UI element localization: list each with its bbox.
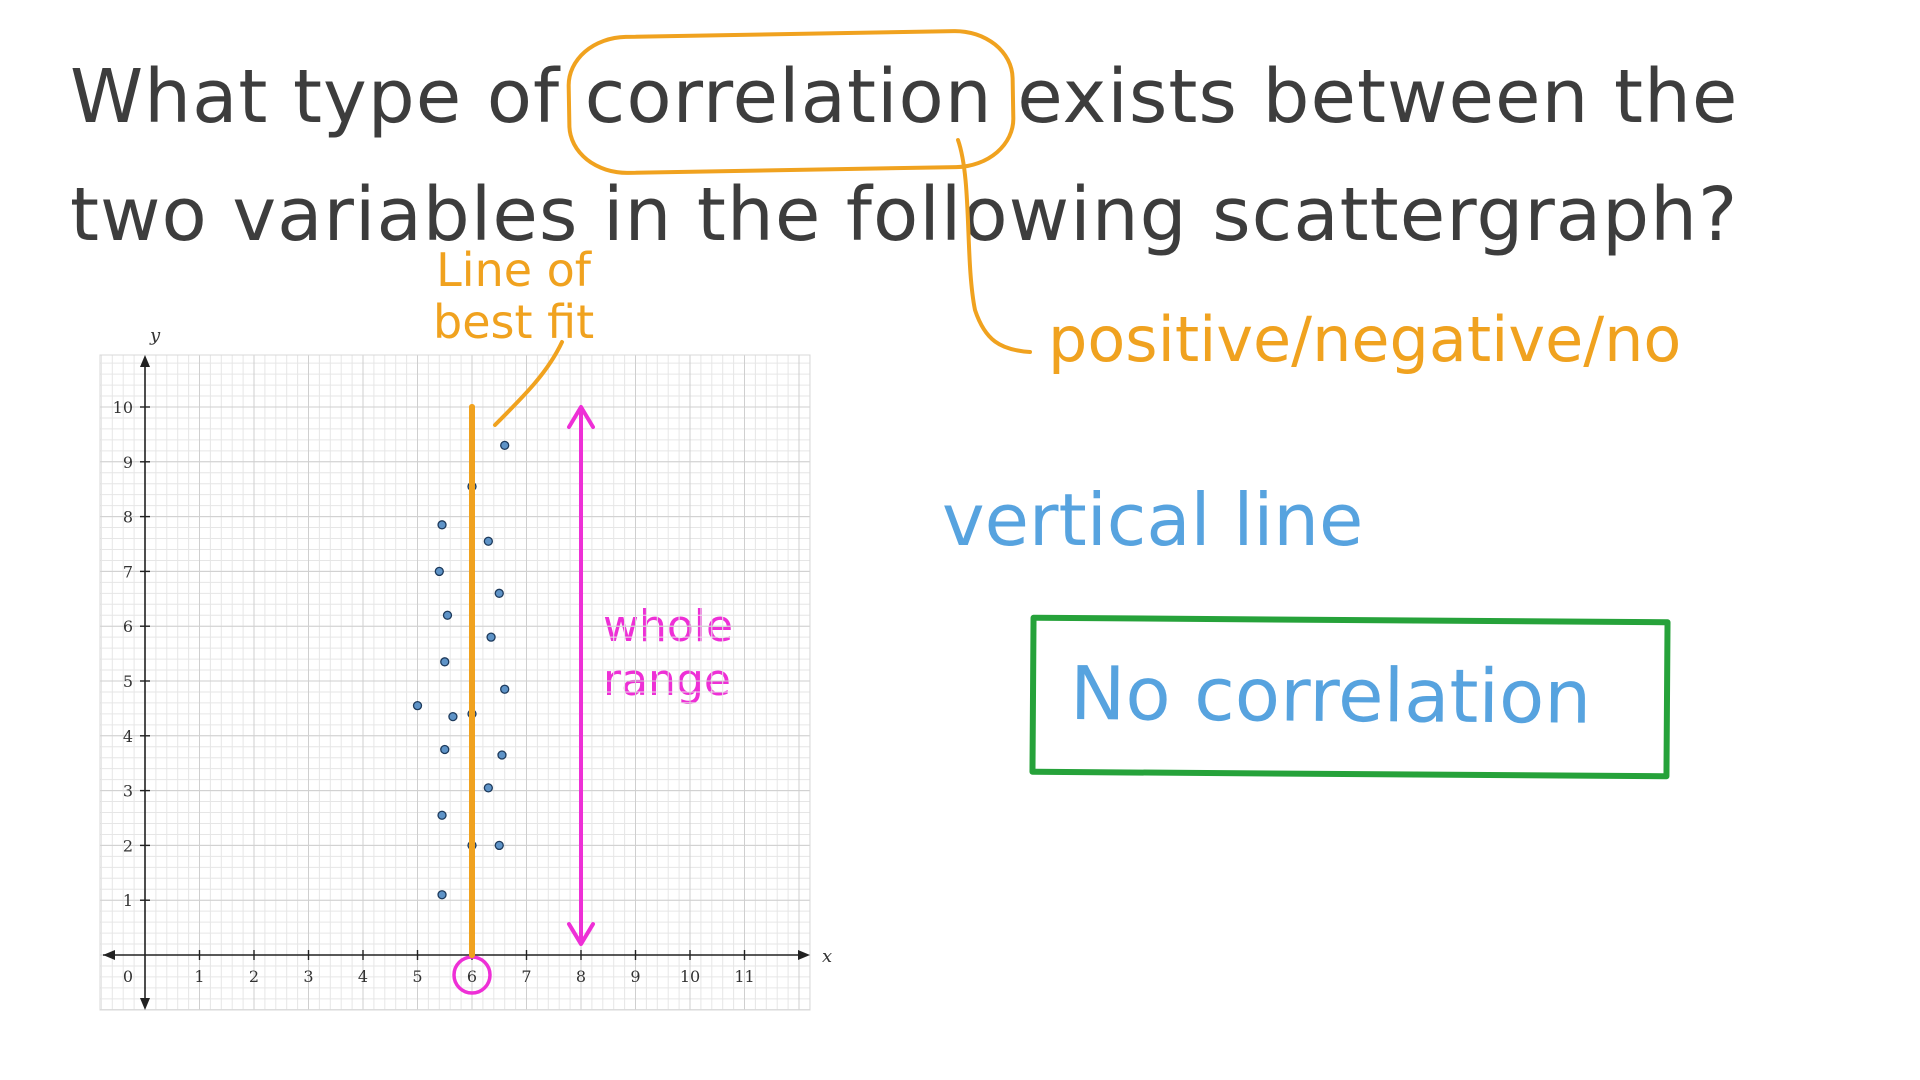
data-point [486,632,496,642]
x-axis-right-arrow [798,950,810,960]
x-tick-label: 11 [734,967,754,986]
x-tick-label: 7 [521,967,531,986]
question-end: exists between the two variables in the … [70,54,1739,258]
range-arrow-head-bottom [567,922,595,947]
chart-axes: xy [103,325,832,1010]
lbf-line-2: best fit [433,295,595,349]
lbf-connector [493,340,564,427]
x-tick-label: 6 [467,967,477,986]
data-point [440,657,450,667]
y-tick-label: 5 [123,672,133,691]
question-text: What type of correlation exists between … [70,38,1850,274]
x-tick-label: 10 [680,967,700,986]
chart-grid [99,354,811,1011]
y-tick-label: 4 [123,727,133,746]
x-tick-label: 8 [576,967,586,986]
y-tick-label: 10 [113,398,133,417]
y-tick-label: 8 [123,508,133,527]
y-tick-label: 6 [123,617,133,636]
x-tick-label: 1 [194,967,204,986]
data-point [437,520,447,530]
y-tick-label: 9 [123,453,133,472]
data-point [483,783,494,793]
data-point [483,536,494,546]
x-tick-label: 3 [303,967,313,986]
x-tick-label: 9 [630,967,640,986]
y-tick-label: 3 [123,782,133,801]
annotation-connectors [493,138,1032,427]
x-axis-label: x [822,946,832,967]
data-point [497,750,507,760]
x-tick-label: 2 [249,967,259,986]
correlation-highlight: correlation [585,38,993,156]
x-axis-left-arrow [103,950,115,960]
y-tick-label: 7 [123,562,133,581]
data-point [500,440,510,451]
x-tick-label: 5 [412,967,422,986]
origin-label: 0 [123,967,133,986]
data-point [412,701,423,711]
data-point [437,890,447,900]
y-axis-label: y [149,325,161,346]
range-arrow-head-top [567,405,595,429]
y-tick-label: 1 [123,891,133,910]
data-point [440,744,450,755]
options-connector [956,138,1032,354]
grid-frame [99,354,811,1011]
y-axis-up-arrow [140,355,150,367]
data-point [500,684,510,694]
x-tick-label: 4 [358,967,368,986]
vertical-line-note: vertical line [942,478,1364,562]
data-point [442,610,453,620]
data-point [434,566,444,577]
y-axis-down-arrow [140,998,150,1010]
y-tick-label: 2 [123,836,133,855]
correlation-options: positive/negative/no [1048,303,1682,376]
line-of-best-fit-label: Line of best fit [433,244,594,348]
data-point [494,588,504,598]
data-point [437,810,447,820]
lbf-line-1: Line of [436,243,591,297]
question-start: What type of [70,54,585,140]
data-point [448,711,458,722]
data-point [494,840,504,851]
